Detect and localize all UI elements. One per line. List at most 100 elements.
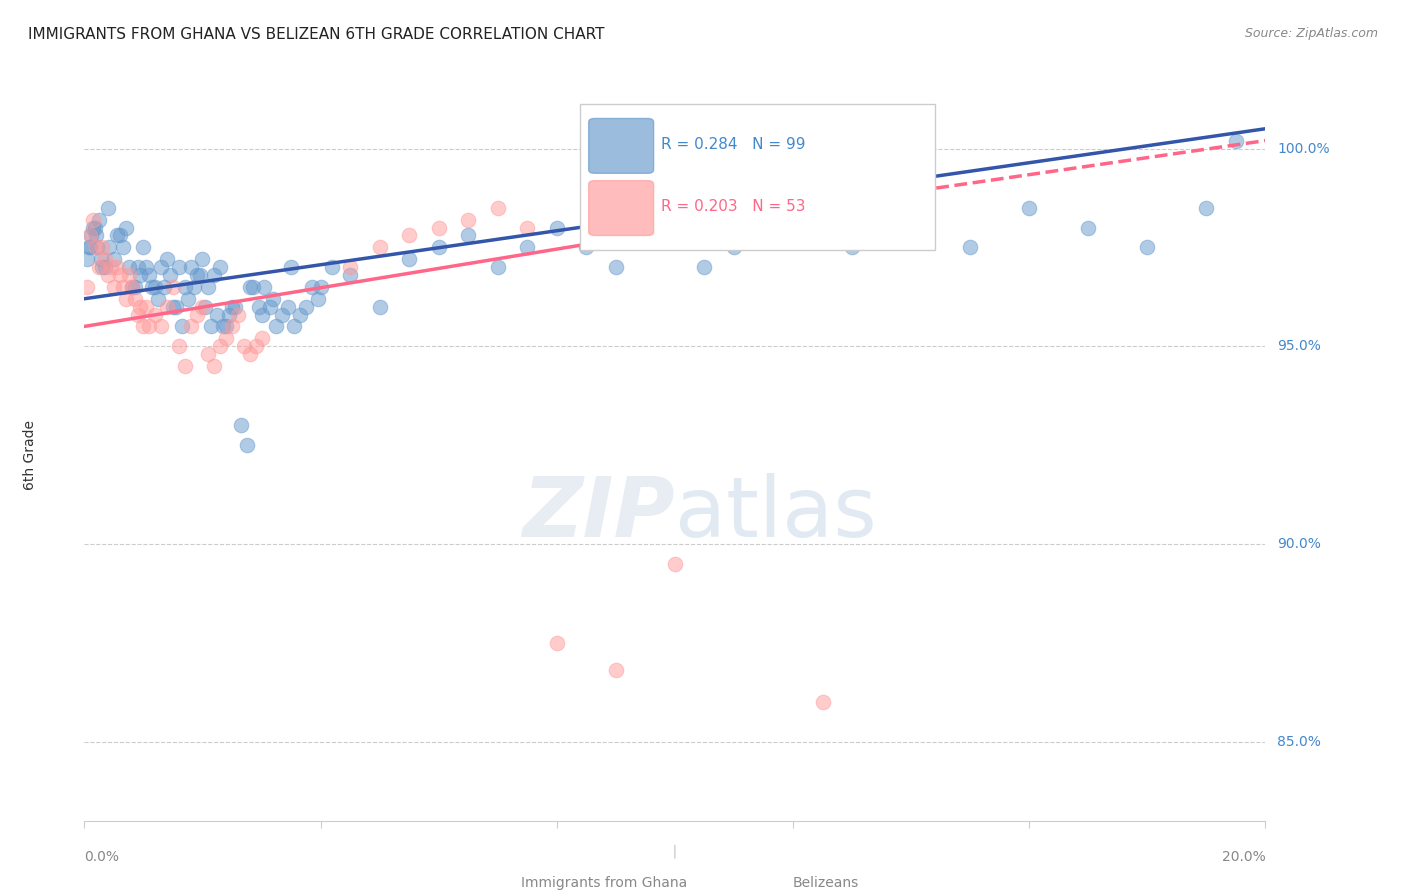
Point	[132, 319, 155, 334]
Point	[173, 359, 195, 373]
Point	[339, 260, 361, 274]
Point	[212, 319, 235, 334]
Point	[162, 300, 184, 314]
FancyBboxPatch shape	[581, 103, 935, 250]
Point	[664, 557, 686, 571]
Point	[165, 300, 187, 314]
Point	[247, 300, 270, 314]
Point	[900, 220, 922, 235]
Point	[108, 268, 131, 282]
Point	[91, 240, 114, 254]
Point	[77, 240, 100, 254]
Point	[191, 300, 214, 314]
Point	[253, 280, 276, 294]
Point	[209, 339, 232, 353]
Point	[150, 260, 173, 274]
Text: 0.0%: 0.0%	[84, 850, 120, 863]
Point	[97, 201, 120, 215]
Point	[87, 260, 111, 274]
Text: 95.0%: 95.0%	[1277, 339, 1322, 353]
Point	[309, 280, 332, 294]
Point	[103, 280, 125, 294]
Point	[79, 240, 101, 254]
Point	[90, 252, 112, 267]
Point	[180, 319, 202, 334]
Point	[811, 695, 834, 709]
Text: 85.0%: 85.0%	[1277, 735, 1322, 748]
Point	[87, 212, 111, 227]
Point	[173, 280, 195, 294]
Point	[782, 220, 804, 235]
Point	[159, 268, 181, 282]
Point	[118, 268, 141, 282]
Text: 100.0%: 100.0%	[1277, 142, 1330, 155]
Point	[427, 240, 450, 254]
Point	[114, 220, 136, 235]
Point	[108, 228, 131, 243]
Point	[84, 220, 107, 235]
Point	[138, 268, 160, 282]
Point	[288, 308, 311, 322]
Point	[239, 280, 262, 294]
Point	[111, 240, 134, 254]
Point	[103, 252, 125, 267]
Text: Belizeans: Belizeans	[793, 876, 859, 890]
Point	[194, 300, 217, 314]
Point	[202, 268, 225, 282]
Point	[605, 260, 627, 274]
Point	[121, 280, 143, 294]
Point	[114, 292, 136, 306]
FancyBboxPatch shape	[471, 871, 516, 892]
Point	[229, 418, 252, 433]
Point	[84, 228, 107, 243]
Point	[143, 308, 166, 322]
Point	[127, 260, 149, 274]
Point	[153, 280, 176, 294]
Point	[98, 240, 121, 254]
Point	[239, 347, 262, 361]
Point	[156, 300, 179, 314]
Point	[295, 300, 318, 314]
Text: R = 0.203   N = 53: R = 0.203 N = 53	[661, 199, 806, 214]
Point	[1195, 201, 1218, 215]
Point	[79, 228, 101, 243]
Point	[398, 252, 420, 267]
Point	[841, 240, 863, 254]
Point	[339, 268, 361, 282]
Point	[82, 212, 104, 227]
Point	[167, 339, 190, 353]
Point	[398, 228, 420, 243]
Point	[197, 347, 219, 361]
Point	[124, 280, 146, 294]
Point	[94, 260, 117, 274]
Point	[235, 438, 259, 452]
Point	[76, 280, 98, 294]
Point	[132, 240, 155, 254]
Point	[1225, 134, 1247, 148]
Text: 90.0%: 90.0%	[1277, 537, 1322, 551]
Point	[186, 268, 208, 282]
Point	[82, 220, 104, 235]
Point	[97, 268, 120, 282]
Point	[486, 260, 509, 274]
Point	[693, 260, 716, 274]
Text: atlas: atlas	[675, 473, 876, 554]
Point	[94, 252, 117, 267]
Point	[486, 201, 509, 215]
Point	[100, 260, 122, 274]
Point	[1136, 240, 1159, 254]
Point	[224, 300, 246, 314]
Point	[162, 280, 184, 294]
Point	[664, 201, 686, 215]
Point	[546, 220, 568, 235]
Point	[148, 292, 170, 306]
Text: Source: ZipAtlas.com: Source: ZipAtlas.com	[1244, 27, 1378, 40]
Point	[129, 300, 152, 314]
Point	[264, 319, 288, 334]
Point	[368, 300, 391, 314]
Point	[76, 252, 98, 267]
Point	[124, 292, 146, 306]
Point	[271, 308, 294, 322]
Point	[180, 260, 202, 274]
Point	[575, 240, 598, 254]
